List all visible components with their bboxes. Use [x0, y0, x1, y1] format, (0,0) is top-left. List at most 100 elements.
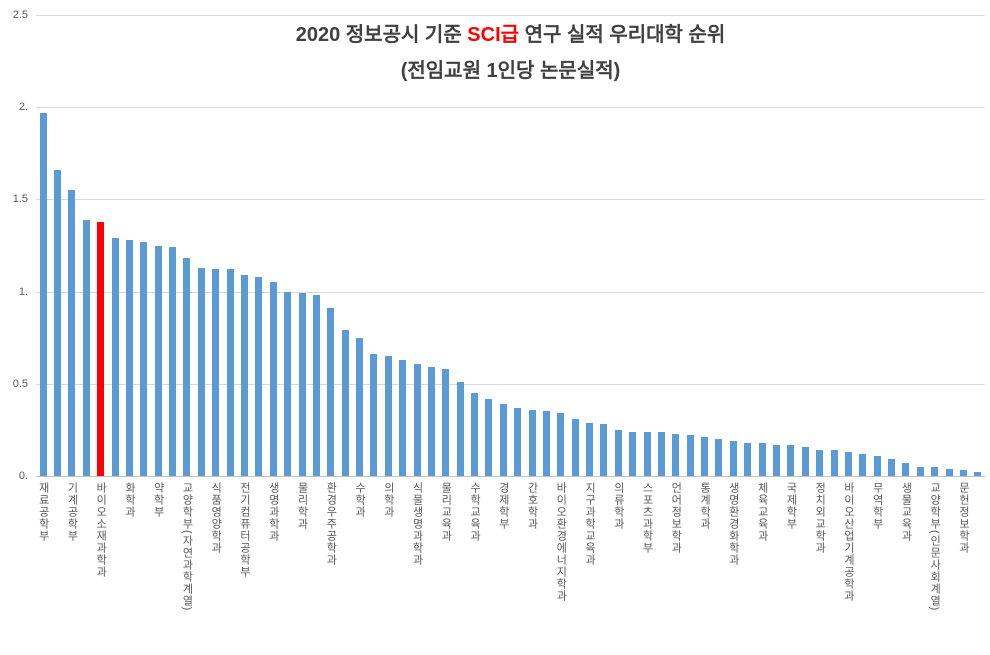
bar: [154, 245, 162, 476]
bar: [341, 330, 349, 476]
bar: [471, 393, 479, 476]
y-tick-label: 2.: [18, 101, 28, 114]
gridline: [36, 15, 985, 16]
x-category-label: 교양학부(자연과학계열): [180, 482, 193, 612]
bar: [657, 431, 665, 476]
bar: [931, 466, 939, 476]
x-category-label: 의류학과: [612, 482, 625, 530]
bar: [255, 276, 263, 476]
bar: [571, 418, 579, 476]
bar: [873, 455, 881, 476]
x-category-label: 환경우주공학과: [324, 482, 337, 566]
bar: [902, 463, 910, 476]
bar: [327, 308, 335, 476]
bar: [269, 282, 277, 476]
bar: [557, 413, 565, 476]
bar: [787, 444, 795, 476]
bar: [758, 442, 766, 476]
bar: [312, 295, 320, 476]
x-category-label: 수학교육과: [468, 482, 481, 542]
bar: [729, 440, 737, 476]
bar: [801, 446, 809, 476]
chart-title-suffix: 연구 실적 우리대학 순위: [519, 24, 726, 46]
bar: [643, 431, 651, 476]
bar: [183, 258, 191, 476]
chart-title: 2020 정보공시 기준 SCI급 연구 실적 우리대학 순위: [36, 18, 985, 47]
bar: [456, 381, 464, 476]
bar: [773, 444, 780, 476]
x-category-label: 식물생명과학과: [411, 482, 424, 566]
bar: [586, 422, 594, 476]
bar: [54, 169, 62, 476]
bar: [485, 398, 493, 476]
bar: [399, 359, 407, 476]
bar: [356, 337, 364, 476]
x-category-label: 물리학과: [296, 482, 308, 530]
bar: [384, 356, 392, 476]
bar: [125, 239, 133, 476]
x-category-label: 무역학부: [871, 482, 884, 530]
bar: [542, 411, 550, 476]
x-category-label: 언어정보학과: [669, 482, 682, 554]
x-category-label: 바이오환경에너지학과: [554, 482, 567, 602]
y-tick-label: 2.5: [12, 9, 28, 21]
bar: [413, 363, 421, 476]
y-tick-label: 1.5: [12, 193, 28, 206]
x-category-label: 스포츠과학부: [641, 482, 654, 554]
gridline: [36, 291, 985, 293]
bar: [226, 269, 234, 476]
x-category-label: 경제학부: [497, 482, 510, 530]
x-category-label: 물리교육과: [439, 482, 452, 542]
bar: [816, 450, 824, 476]
gridline: [36, 199, 985, 201]
x-category-label: 식품영양학과: [209, 482, 222, 554]
x-category-label: 화학과: [123, 482, 136, 518]
bar: [298, 293, 306, 476]
bar: [672, 433, 680, 476]
bar: [614, 429, 622, 476]
x-category-label: 바이오소재과학과: [94, 482, 107, 578]
x-category-label: 전기컴퓨터공학부: [238, 482, 251, 578]
x-category-label: 교양학부(인문사회계열): [928, 482, 941, 612]
gridline: [36, 107, 985, 109]
bar: [212, 269, 220, 476]
bar: [197, 267, 205, 476]
bar: [701, 437, 709, 476]
bar: [514, 407, 522, 476]
bar: [240, 275, 248, 476]
bar: [68, 190, 76, 476]
bar: [528, 409, 536, 476]
bar: [111, 238, 119, 476]
bar: [427, 367, 435, 476]
chart-title-highlight: SCI급: [467, 24, 520, 46]
bar: [945, 468, 953, 476]
bar: [629, 431, 637, 476]
x-category-label: 지구과학교육과: [583, 482, 596, 566]
highlighted-bar: [97, 221, 105, 476]
y-tick-label: 0.5: [12, 377, 28, 390]
bar: [499, 404, 507, 476]
gridline: [36, 383, 985, 385]
bar: [959, 470, 967, 476]
bar: [844, 452, 852, 476]
x-category-label: 정치외교학과: [813, 482, 826, 554]
x-axis-line: [36, 476, 985, 477]
x-category-label: 생명과학과: [267, 482, 280, 542]
y-tick-label: 0.: [18, 470, 28, 482]
bar: [140, 241, 148, 476]
x-category-label: 국제학부: [784, 482, 797, 530]
chart-title-prefix: 2020 정보공시 기준: [295, 24, 468, 46]
plot-area: [36, 15, 985, 477]
bar: [916, 466, 924, 476]
x-category-label: 문헌정보학과: [957, 482, 970, 554]
bar: [442, 369, 450, 476]
chart-subtitle: (전임교원 1인당 논문실적): [400, 60, 621, 82]
x-category-label: 생명환경화학과: [727, 482, 740, 566]
bar: [888, 459, 896, 476]
bar: [169, 247, 177, 476]
x-category-label: 체육교육과: [756, 482, 769, 542]
bar: [974, 472, 982, 476]
x-category-label: 통계학과: [698, 482, 711, 530]
x-category-label: 의학과: [382, 482, 395, 518]
